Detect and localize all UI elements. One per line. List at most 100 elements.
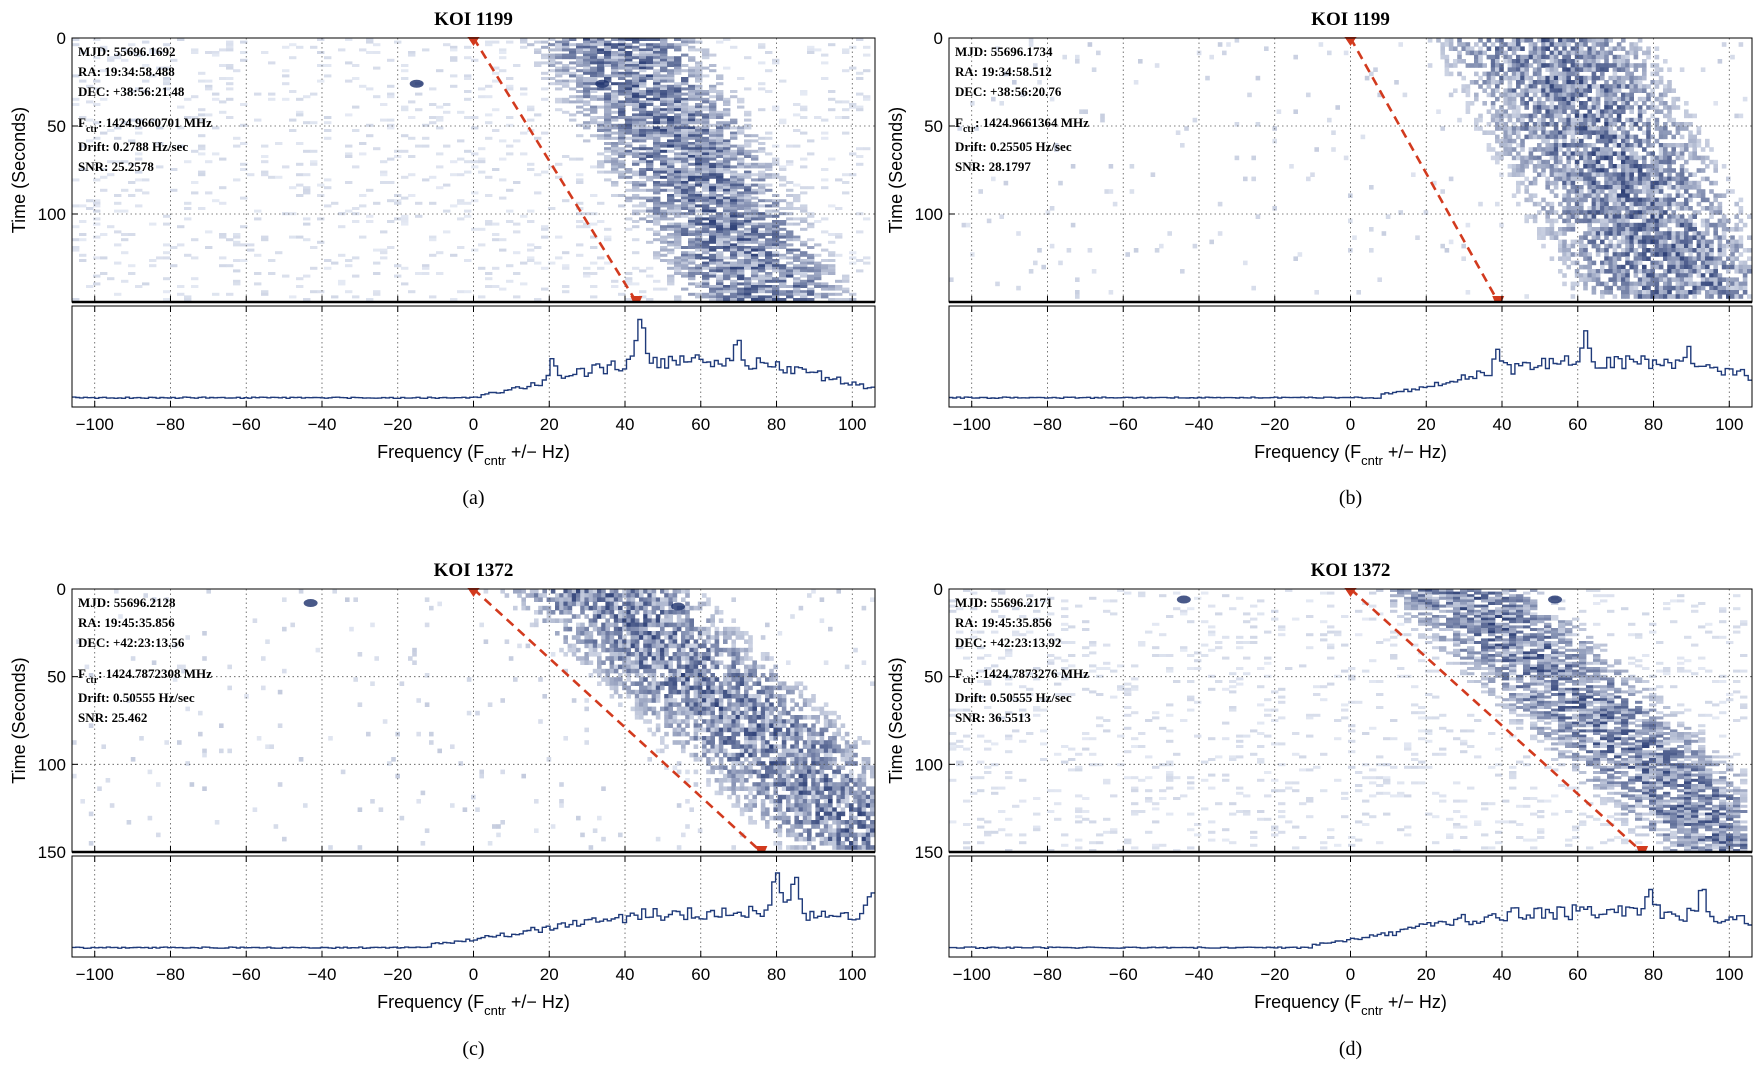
heatmap-cell (1566, 113, 1571, 119)
heatmap-cell (1587, 126, 1592, 131)
heatmap-cell (653, 217, 661, 221)
heatmap-cell (786, 274, 794, 278)
heatmap-cell (751, 201, 759, 205)
heatmap-cell (541, 225, 549, 229)
heatmap-cell (702, 152, 710, 156)
heatmap-cell (1524, 71, 1529, 77)
heatmap-cell (1667, 269, 1672, 274)
heatmap-cell (1679, 180, 1685, 186)
heatmap-cell (1587, 218, 1592, 224)
heatmap-cell (730, 181, 738, 184)
heatmap-cell (1587, 159, 1592, 165)
heatmap-cell (1629, 214, 1634, 219)
heatmap-cell (828, 298, 836, 301)
heatmap-cell (1532, 50, 1538, 56)
heatmap-cell (695, 264, 703, 268)
heatmap-cell (338, 212, 346, 216)
heatmap-cell (1549, 88, 1555, 93)
heatmap-cell (737, 214, 745, 218)
heatmap-cell (1385, 214, 1391, 219)
heatmap-cell (261, 235, 269, 239)
heatmap-cell (1604, 151, 1609, 156)
heatmap-cell (1684, 243, 1689, 249)
heatmap-cell (1532, 193, 1538, 198)
heatmap-cell (716, 178, 724, 182)
heatmap-cell (1616, 269, 1622, 274)
heatmap-cell (737, 129, 745, 132)
heatmap-cell (730, 134, 738, 138)
heatmap-cell (387, 95, 395, 99)
heatmap-cell (1650, 235, 1655, 240)
heatmap-cell (723, 204, 731, 208)
heatmap-cell (1625, 273, 1630, 278)
heatmap-cell (786, 222, 794, 226)
heatmap-cell (1499, 122, 1504, 127)
heatmap-cell (618, 152, 626, 156)
heatmap-cell (1570, 134, 1576, 140)
heatmap-cell (1730, 277, 1735, 282)
heatmap-cell (1675, 218, 1681, 224)
heatmap-cell (625, 103, 633, 106)
heatmap-cell (1625, 260, 1630, 266)
heatmap-cell (632, 282, 640, 286)
heatmap-cell (1675, 126, 1681, 131)
heatmap-cell (1747, 214, 1752, 219)
heatmap-cell (86, 199, 94, 203)
heatmap-cell (1621, 218, 1626, 224)
heatmap-cell (758, 264, 766, 268)
heatmap-cell (646, 131, 654, 135)
heatmap-cell (758, 253, 766, 257)
heatmap-cell (758, 43, 766, 47)
heatmap-cell (1633, 84, 1639, 89)
heatmap-cell (779, 121, 787, 125)
heatmap-cell (1553, 96, 1559, 102)
heatmap-cell (779, 246, 787, 249)
heatmap-cell (1520, 80, 1525, 85)
heatmap-cell (632, 129, 640, 132)
heatmap-cell (1579, 185, 1584, 190)
heatmap-cell (709, 131, 717, 135)
heatmap-cell (590, 105, 598, 109)
heatmap-cell (653, 71, 661, 75)
heatmap-cell (1621, 92, 1626, 98)
heatmap-cell (1579, 117, 1584, 123)
heatmap-cell (667, 196, 675, 200)
heatmap-cell (1696, 138, 1702, 144)
heatmap-cell (660, 87, 668, 91)
heatmap-cell (1511, 88, 1517, 93)
heatmap-cell (1591, 126, 1597, 131)
heatmap-cell (1209, 239, 1214, 245)
heatmap-cell (1528, 38, 1534, 43)
heatmap-cell (534, 51, 542, 54)
heatmap-cell (527, 43, 535, 47)
annotation-dec: DEC: +38:56:21.48 (78, 84, 185, 99)
heatmap-cell (674, 100, 682, 104)
heatmap-cell (618, 71, 626, 75)
heatmap-cell (1721, 164, 1727, 169)
heatmap-cell (688, 149, 696, 153)
heatmap-cell (1558, 42, 1563, 47)
heatmap-cell (1524, 197, 1529, 203)
heatmap-cell (604, 48, 612, 52)
heatmap-cell (1553, 168, 1559, 173)
heatmap-cell (1654, 264, 1660, 270)
heatmap-cell (611, 61, 619, 65)
heatmap-cell (569, 74, 577, 78)
heatmap-cell (660, 116, 668, 119)
heatmap-cell (856, 155, 864, 158)
heatmap-cell (520, 282, 528, 286)
heatmap-cell (1688, 269, 1693, 274)
heatmap-cell (863, 256, 871, 260)
heatmap-cell (1255, 214, 1261, 219)
heatmap-cell (1511, 164, 1517, 169)
heatmap-cell (1499, 75, 1504, 81)
heatmap-cell (1684, 176, 1689, 182)
heatmap-cell (1600, 130, 1605, 135)
heatmap-cell (1650, 88, 1655, 93)
heatmap-cell (1520, 46, 1525, 51)
heatmap-cell (198, 170, 206, 174)
heatmap-cell (758, 183, 766, 187)
heatmap-cell (1503, 130, 1508, 135)
heatmap-cell (163, 298, 171, 301)
heatmap-cell (1612, 281, 1618, 287)
